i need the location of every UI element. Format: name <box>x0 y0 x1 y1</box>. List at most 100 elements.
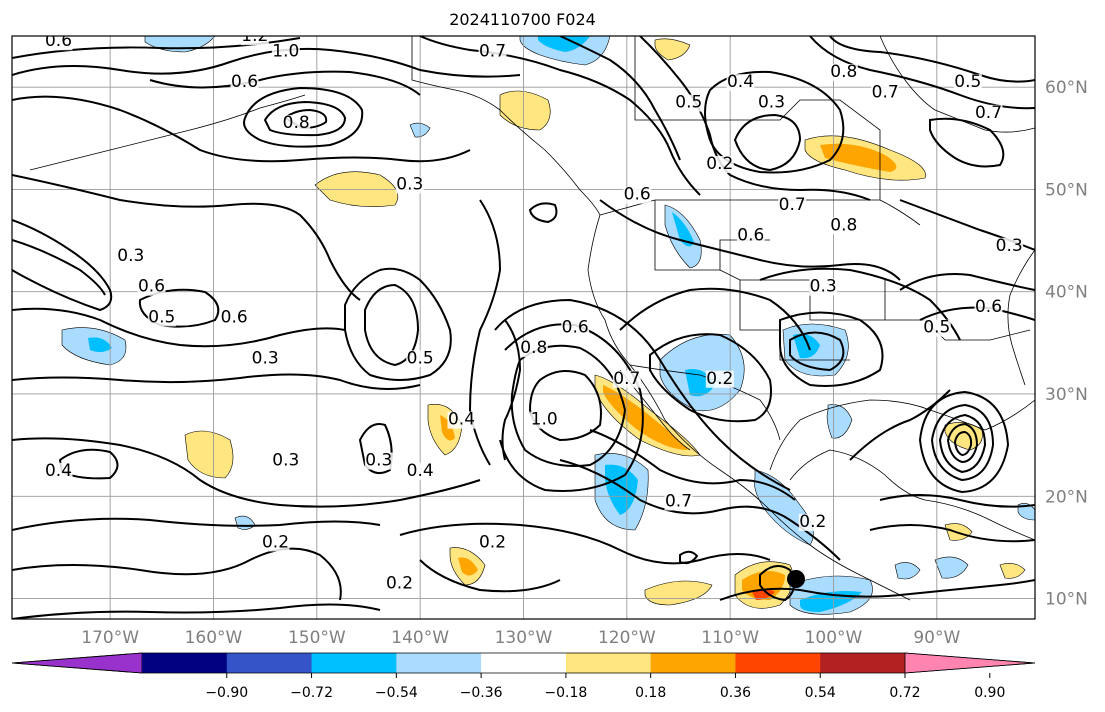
colorbar-tick-label: 0.54 <box>805 685 836 701</box>
contour-label-bg <box>871 84 900 102</box>
contour-label-bg <box>240 36 269 46</box>
contour-label-bg <box>974 104 1003 122</box>
contour-line <box>283 108 328 130</box>
contour-line <box>599 199 901 281</box>
shade-positive-5 <box>184 430 234 479</box>
longitude-label: 100°W <box>805 628 863 648</box>
contour-line <box>494 298 791 491</box>
longitude-label: 130°W <box>495 628 553 648</box>
contour-line <box>759 267 961 341</box>
contour-label-bg <box>147 309 176 327</box>
contour-line <box>849 389 951 461</box>
contour-label-bg <box>282 115 311 133</box>
contour-line <box>918 390 1010 494</box>
contour-label-bg <box>809 278 838 296</box>
contour-line <box>399 522 771 565</box>
longitude-label: 120°W <box>598 628 656 648</box>
shade-negative-15 <box>1017 503 1035 521</box>
contour-line <box>344 267 452 381</box>
contour-label-bg <box>478 43 507 61</box>
coastlines <box>29 36 1035 601</box>
contour-label-bg <box>385 575 414 593</box>
colorbar-tick-label: 0.72 <box>889 685 920 701</box>
contour-label: 0.6 <box>624 185 651 205</box>
contour-label-bg <box>44 462 73 480</box>
contour-label-bg <box>974 299 1003 317</box>
contour-line <box>779 311 884 387</box>
contour-line <box>938 413 987 474</box>
contour-line <box>789 331 845 372</box>
contour-label: 0.2 <box>706 369 733 389</box>
contour-line <box>733 113 802 172</box>
longitude-label: 110°W <box>701 628 759 648</box>
contour-line <box>364 283 420 367</box>
contour-label: 0.8 <box>520 338 547 358</box>
contour-label-bg <box>726 74 755 92</box>
contour-line <box>149 70 421 96</box>
contour-label-bg <box>519 340 548 358</box>
contour-labels: 0.61.41.21.00.60.80.70.50.40.30.20.80.70… <box>44 26 1024 593</box>
contour-label: 0.8 <box>283 113 310 133</box>
contour-label-bg <box>736 227 765 245</box>
colorbar-tick-label: 0.18 <box>635 685 666 701</box>
longitude-label: 150°W <box>288 628 346 648</box>
contour-label: 0.6 <box>45 31 72 51</box>
contour-label: 0.6 <box>737 226 764 246</box>
contour-label: 0.7 <box>779 195 806 215</box>
contour-label-bg <box>664 493 693 511</box>
latitude-label: 30°N <box>1045 385 1088 405</box>
coast-hudson <box>879 36 1035 133</box>
colorbar-tick-label: −0.54 <box>375 685 418 701</box>
border-states-2 <box>719 269 886 321</box>
contour-label: 1.2 <box>241 26 268 46</box>
contour-line <box>879 494 1035 508</box>
contour-line <box>619 287 811 351</box>
shade-negative-7b <box>605 464 638 515</box>
contour-label: 0.4 <box>45 461 72 481</box>
contour-label-bg <box>705 370 734 388</box>
contour-label-bg <box>271 452 300 470</box>
contour-label: 1.0 <box>272 41 299 61</box>
contour-line <box>501 319 522 461</box>
contour-line <box>953 430 973 457</box>
contour-label: 0.4 <box>448 410 475 430</box>
contour-line <box>12 174 361 301</box>
contour-label-bg <box>829 63 858 81</box>
contour-line <box>649 333 772 423</box>
longitude-labels: 170°W 160°W 150°W 140°W 130°W 120°W 110°W 100°W… <box>81 628 960 648</box>
contour-line <box>12 603 381 619</box>
contour-label-bg <box>757 94 786 112</box>
contour-line <box>528 370 602 442</box>
coast-east <box>1007 249 1035 386</box>
contour-label-bg <box>271 43 300 61</box>
contour-line <box>946 422 979 464</box>
colorbar-tick-labels: −0.90 −0.72 −0.54 −0.36 −0.18 0.18 0.36 0.54 0.7… <box>205 673 1005 701</box>
shade-negative-12 <box>894 562 921 580</box>
contour-label-bg <box>395 176 424 194</box>
contour-label: 0.6 <box>221 307 248 327</box>
shade-positive-7b <box>458 557 478 576</box>
colorbar <box>11 652 1036 674</box>
colorbar-segment <box>396 653 482 673</box>
contour-line <box>12 437 481 508</box>
contour-line <box>58 448 119 480</box>
contour-line <box>679 550 699 565</box>
shade-positive-4b <box>603 385 688 450</box>
coast-northamerica-west <box>587 214 911 601</box>
map-panel: 0.61.41.21.00.60.80.70.50.40.30.20.80.70… <box>11 26 1036 620</box>
latitude-label: 20°N <box>1045 487 1088 507</box>
colorbar-tick-label: −0.18 <box>544 685 587 701</box>
contour-label: 0.2 <box>479 532 506 552</box>
contour-label-bg <box>364 452 393 470</box>
contour-label: 0.3 <box>117 246 144 266</box>
contour-label: 0.5 <box>407 348 434 368</box>
longitude-label: 90°W <box>913 628 960 648</box>
border-canada <box>634 36 881 200</box>
contour-line <box>510 344 627 467</box>
contour-label: 0.6 <box>138 277 165 297</box>
contour-line <box>243 86 364 148</box>
shade-positive-2 <box>499 90 551 131</box>
longitude-label: 160°W <box>185 628 243 648</box>
contour-label: 0.6 <box>975 297 1002 317</box>
